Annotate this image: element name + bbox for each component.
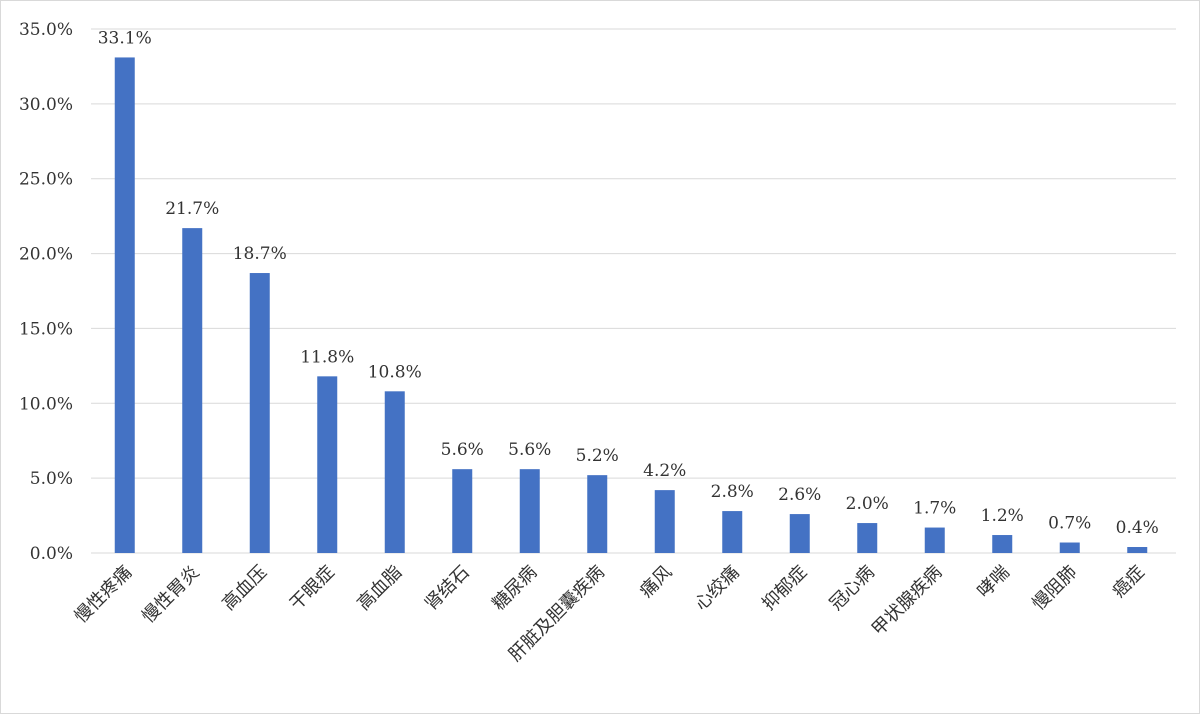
data-label: 0.7% — [1048, 514, 1091, 534]
bar — [924, 527, 945, 553]
data-label: 4.2% — [643, 461, 686, 481]
data-label: 2.8% — [711, 482, 754, 502]
x-tick-label: 癌症 — [1108, 562, 1148, 602]
bar — [317, 376, 338, 553]
x-tick-label: 高血脂 — [353, 562, 406, 615]
bar — [384, 391, 405, 553]
x-tick-label: 痛风 — [636, 562, 676, 602]
bar — [452, 469, 473, 553]
data-labels: 33.1% 21.7% 18.7% 11.8% 10.8% 5.6% 5.6% 5.2% 4.2… — [98, 28, 1159, 538]
bar — [519, 469, 540, 553]
x-tick-label: 干眼症 — [286, 562, 339, 615]
bars — [114, 57, 1148, 554]
y-tick-label: 25.0% — [19, 170, 73, 190]
y-tick-label: 10.0% — [19, 394, 73, 414]
bar — [992, 535, 1013, 553]
bar — [1059, 542, 1080, 553]
x-tick-label: 冠心病 — [826, 562, 879, 615]
x-tick-label: 慢阻肺 — [1028, 562, 1081, 615]
y-axis-ticks: 0.0% 5.0% 10.0% 15.0% 20.0% 25.0% 30.0% 35.0% — [19, 20, 73, 564]
x-tick-label: 慢性疼痛 — [71, 562, 137, 628]
bar — [587, 475, 608, 553]
data-label: 21.7% — [165, 199, 219, 219]
gridlines — [91, 28, 1176, 554]
bar — [114, 57, 135, 554]
data-label: 5.6% — [441, 440, 484, 460]
bar — [1127, 547, 1148, 553]
bar — [654, 490, 675, 553]
x-tick-label: 抑郁症 — [758, 562, 811, 615]
data-label: 11.8% — [300, 347, 354, 367]
data-label: 2.6% — [778, 485, 821, 505]
y-tick-label: 5.0% — [30, 469, 73, 489]
x-tick-label: 甲状腺疾病 — [868, 562, 946, 640]
data-label: 33.1% — [98, 28, 152, 48]
y-tick-label: 35.0% — [19, 20, 73, 40]
y-tick-label: 15.0% — [19, 319, 73, 339]
y-tick-label: 0.0% — [30, 544, 73, 564]
bar — [857, 523, 878, 553]
bar — [722, 511, 743, 553]
x-tick-label: 哮喘 — [973, 562, 1013, 602]
bar — [789, 514, 810, 553]
y-tick-label: 30.0% — [19, 95, 73, 115]
x-tick-label: 糖尿病 — [488, 562, 541, 615]
x-tick-label: 心绞痛 — [691, 562, 744, 615]
data-label: 10.8% — [368, 362, 422, 382]
x-tick-label: 高血压 — [218, 562, 271, 615]
data-label: 1.2% — [981, 506, 1024, 526]
x-tick-label: 肾结石 — [421, 562, 474, 615]
data-label: 2.0% — [846, 494, 889, 514]
data-label: 5.2% — [576, 446, 619, 466]
bar — [249, 273, 270, 553]
bar — [182, 228, 203, 553]
x-tick-label: 慢性胃炎 — [138, 562, 204, 628]
data-label: 18.7% — [233, 244, 287, 264]
data-label: 0.4% — [1116, 518, 1159, 538]
data-label: 5.6% — [508, 440, 551, 460]
y-tick-label: 20.0% — [19, 245, 73, 265]
data-label: 1.7% — [913, 499, 956, 519]
